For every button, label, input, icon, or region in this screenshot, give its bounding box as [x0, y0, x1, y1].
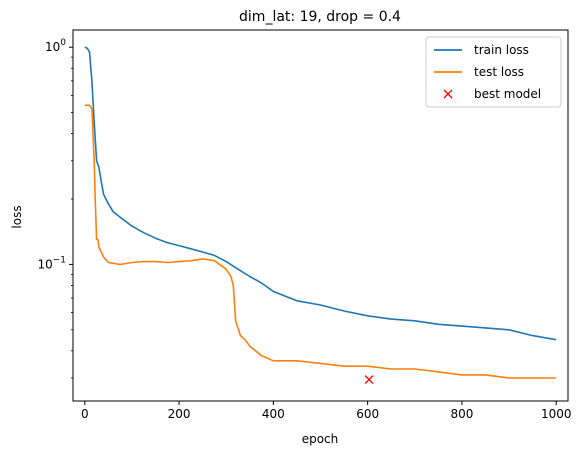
legend-label: best model — [474, 87, 541, 101]
series-layer — [84, 46, 557, 385]
y-axis-label: loss — [10, 205, 24, 228]
series-line-1 — [84, 104, 557, 379]
legend-label: train loss — [474, 43, 529, 57]
x-tick-label: 600 — [356, 407, 379, 421]
x-tick-label: 1000 — [541, 407, 572, 421]
legend-box — [425, 36, 562, 108]
x-tick-label: 400 — [262, 407, 285, 421]
chart-title: dim_lat: 19, drop = 0.4 — [239, 9, 401, 25]
legend: train loss test loss best model — [425, 36, 562, 108]
x-tick-label: 200 — [168, 407, 191, 421]
plot-frame — [72, 29, 569, 402]
x-axis-label: epoch — [302, 432, 339, 446]
x-axis: 0 200 400 600 800 1000 — [81, 401, 572, 421]
series-line-0 — [84, 46, 557, 341]
y-tick-label: 100 — [45, 38, 66, 54]
y-axis: 100 10−1 — [37, 38, 73, 379]
x-tick-label: 0 — [81, 407, 89, 421]
legend-swatch-x — [443, 89, 453, 99]
legend-label: test loss — [474, 65, 524, 79]
plot-area — [72, 29, 569, 402]
y-tick-label: 10−1 — [37, 255, 66, 271]
x-tick-label: 800 — [450, 407, 473, 421]
best-model-marker — [364, 375, 374, 385]
